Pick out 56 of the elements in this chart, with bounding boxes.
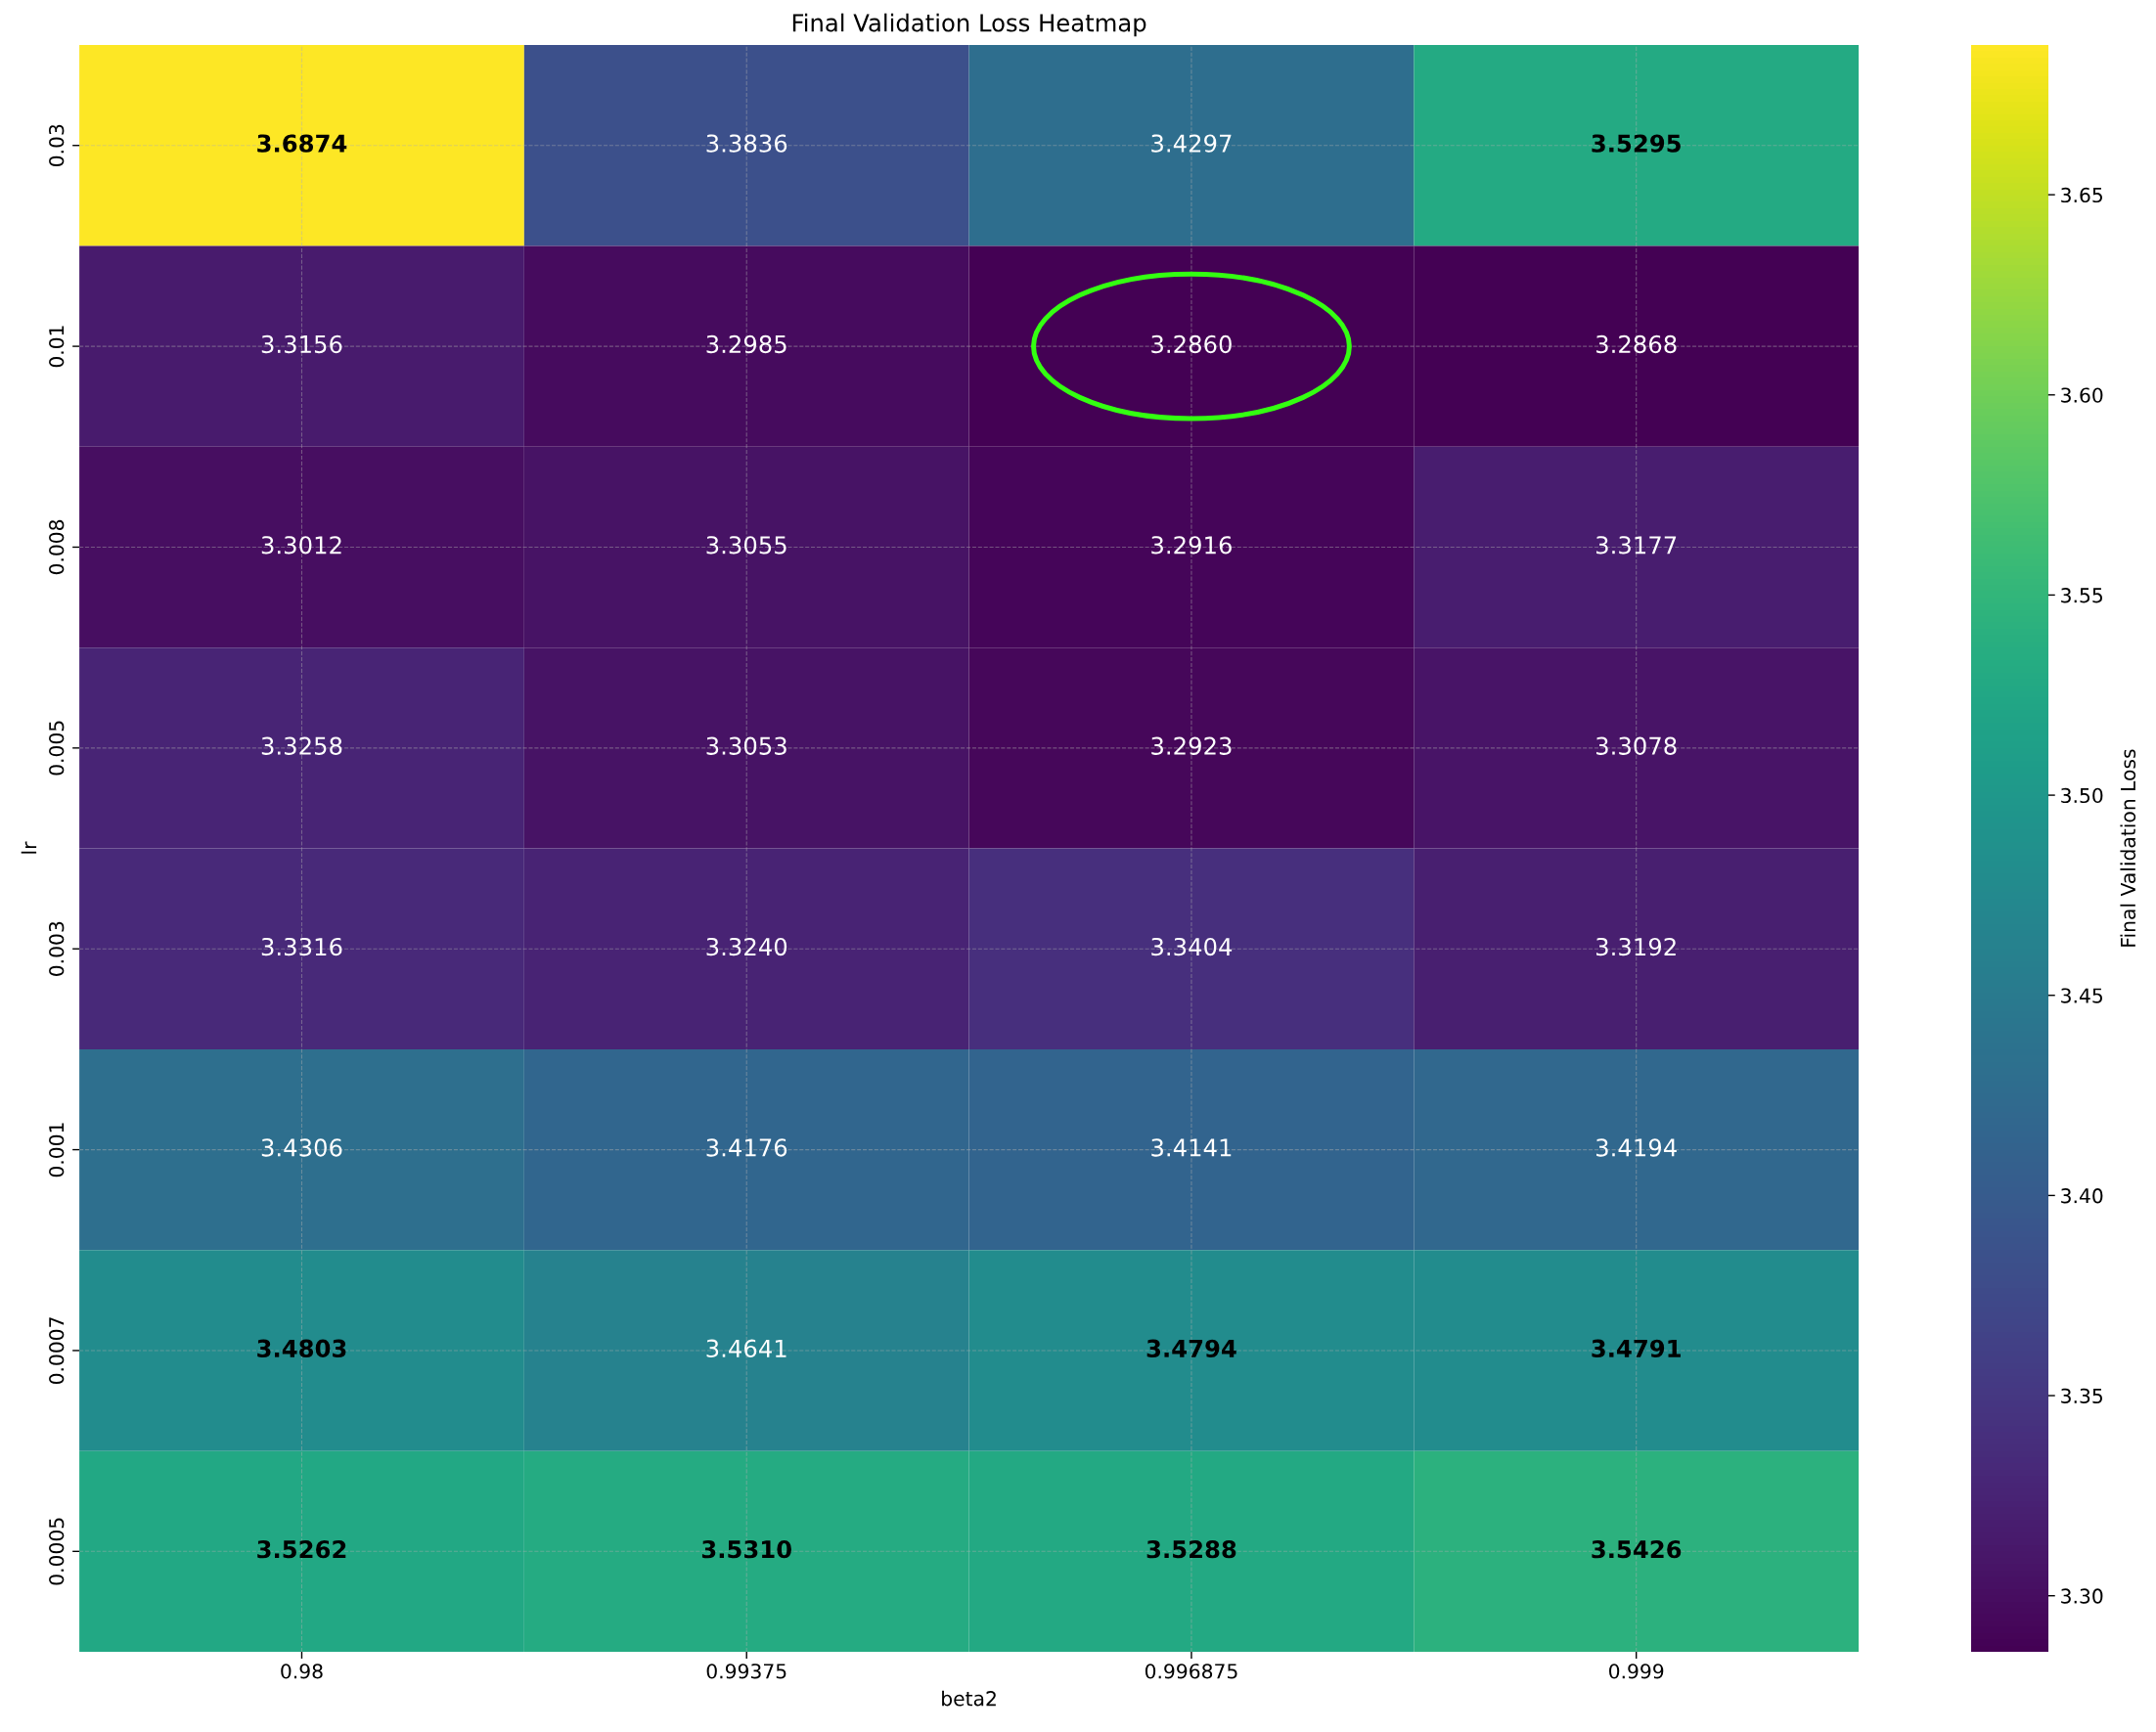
data-label: 3.3316 (261, 937, 342, 956)
data-label: 3.3177 (1596, 536, 1677, 555)
color-bar-label: 3.55 (2061, 588, 2102, 603)
data-label: 3.4194 (1596, 1138, 1677, 1157)
data-label: 3.3078 (1596, 736, 1677, 755)
data-label: 3.4297 (1151, 134, 1232, 153)
chart-title: Final Validation Loss Heatmap (792, 13, 1146, 37)
data-label: 3.3156 (261, 334, 342, 354)
data-label: 3.4803 (257, 1339, 346, 1357)
y-tick-label: 0.0007 (49, 1317, 65, 1385)
data-label: 3.5426 (1592, 1539, 1682, 1559)
data-label: 3.2985 (706, 334, 786, 354)
data-label: 3.5262 (257, 1539, 346, 1559)
data-label: 3.3240 (706, 937, 787, 956)
x-tick-label: 0.98 (281, 1664, 323, 1679)
data-label: 3.3055 (706, 536, 786, 555)
y-axis-title: lr (21, 841, 37, 854)
data-label: 3.2868 (1596, 334, 1677, 354)
data-label: 3.2916 (1151, 536, 1232, 555)
y-tick-label: 0.03 (49, 124, 65, 166)
data-label: 3.4176 (706, 1138, 787, 1157)
y-tick-label: 0.008 (49, 519, 65, 575)
data-label: 3.5288 (1146, 1539, 1236, 1559)
data-label: 3.3404 (1151, 937, 1233, 956)
data-label: 3.4791 (1592, 1339, 1681, 1357)
x-tick-label: 0.99375 (706, 1664, 786, 1679)
y-tick-label: 0.005 (49, 721, 65, 776)
y-tick-label: 0.0005 (49, 1518, 65, 1585)
data-label: 3.2860 (1151, 334, 1232, 354)
data-label: 3.3836 (706, 134, 787, 153)
data-label: 3.3258 (261, 736, 342, 755)
y-tick-label: 0.01 (49, 326, 65, 368)
data-label: 3.6874 (257, 134, 347, 153)
y-tick-label: 0.003 (49, 921, 65, 976)
data-label: 3.3192 (1596, 937, 1676, 956)
color-bar-label: 3.65 (2061, 187, 2102, 203)
data-label: 3.3012 (261, 536, 341, 555)
x-tick-label: 0.996875 (1145, 1664, 1237, 1679)
x-axis-title: beta2 (942, 1690, 996, 1707)
color-bar-label: 3.50 (2061, 787, 2103, 804)
color-bar-label: 3.45 (2061, 988, 2102, 1003)
data-label: 3.2923 (1151, 736, 1232, 755)
color-bar-label: 3.35 (2061, 1388, 2102, 1404)
color-bar-title: Final Validation Loss (2120, 749, 2136, 947)
color-bar-label: 3.60 (2061, 387, 2103, 403)
y-tick-label: 0.001 (49, 1123, 65, 1177)
data-label: 3.5295 (1592, 134, 1681, 153)
data-label: 3.4794 (1146, 1339, 1236, 1357)
data-label: 3.5310 (701, 1539, 791, 1559)
data-label: 3.4641 (706, 1339, 786, 1357)
x-tick-label: 0.999 (1609, 1664, 1664, 1679)
data-label: 3.4306 (261, 1138, 342, 1157)
color-bar-label: 3.40 (2061, 1188, 2103, 1204)
color-bar-label: 3.30 (2061, 1588, 2103, 1604)
data-label: 3.3053 (706, 736, 786, 755)
data-label: 3.4141 (1151, 1138, 1232, 1157)
